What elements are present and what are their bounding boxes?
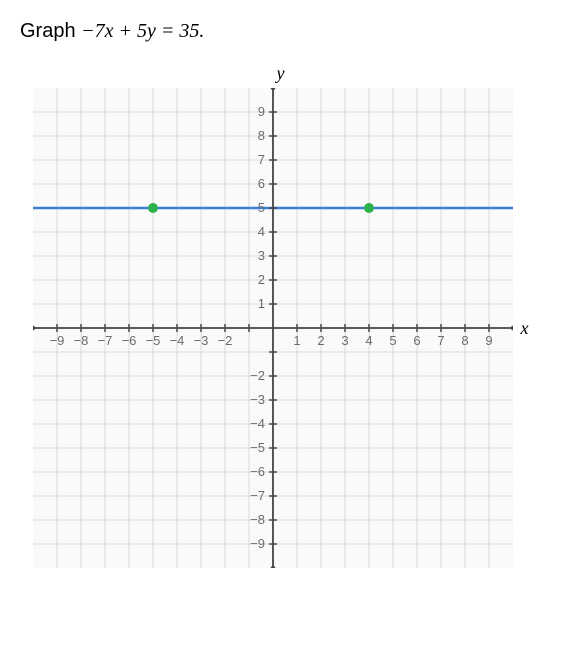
y-axis-label: y [277, 63, 285, 84]
x-tick-label: −2 [217, 333, 232, 348]
y-tick-label: −9 [250, 536, 265, 551]
x-axis-label: x [521, 318, 529, 339]
x-tick-label: 6 [413, 333, 420, 348]
x-tick-label: 8 [461, 333, 468, 348]
y-tick-label: −3 [250, 392, 265, 407]
y-tick-label: −6 [250, 464, 265, 479]
x-tick-label: −3 [193, 333, 208, 348]
x-tick-label: −7 [97, 333, 112, 348]
problem-title: Graph −7x + 5y = 35. [20, 20, 541, 43]
y-tick-label: 6 [257, 176, 264, 191]
y-tick-label: −4 [250, 416, 265, 431]
title-prefix: Graph [20, 20, 81, 42]
y-tick-label: −2 [250, 368, 265, 383]
chart-container: y −9 −9 −8 −8 −7 −7 −6 −6 −5 −5 −4 −4 −3 −3 −2 −2 1 1 2 2 3 3… [20, 63, 541, 568]
y-tick-label: 8 [257, 128, 264, 143]
y-tick-label: 4 [257, 224, 264, 239]
x-tick-label: −8 [73, 333, 88, 348]
x-tick-label: 9 [485, 333, 492, 348]
x-tick-label: 1 [293, 333, 300, 348]
x-tick-label: 5 [389, 333, 396, 348]
x-tick-label: 7 [437, 333, 444, 348]
x-tick-label: −9 [49, 333, 64, 348]
y-tick-label: 2 [257, 272, 264, 287]
x-tick-label: 3 [341, 333, 348, 348]
x-tick-label: −6 [121, 333, 136, 348]
coordinate-plane[interactable]: −9 −9 −8 −8 −7 −7 −6 −6 −5 −5 −4 −4 −3 −3 −2 −2 1 1 2 2 3 3 4 4… [33, 88, 513, 568]
y-tick-label: −5 [250, 440, 265, 455]
x-tick-label: −5 [145, 333, 160, 348]
plotted-point[interactable] [364, 203, 374, 213]
y-tick-label: 9 [257, 104, 264, 119]
y-tick-label: −7 [250, 488, 265, 503]
x-tick-label: 4 [365, 333, 372, 348]
equation-text: −7x + 5y = 35. [81, 20, 204, 42]
x-tick-label: −4 [169, 333, 184, 348]
y-tick-label: 1 [257, 296, 264, 311]
x-tick-label: 2 [317, 333, 324, 348]
y-tick-label: −8 [250, 512, 265, 527]
y-tick-label: 3 [257, 248, 264, 263]
plotted-point[interactable] [148, 203, 158, 213]
y-tick-label: 5 [257, 200, 264, 215]
y-tick-label: 7 [257, 152, 264, 167]
